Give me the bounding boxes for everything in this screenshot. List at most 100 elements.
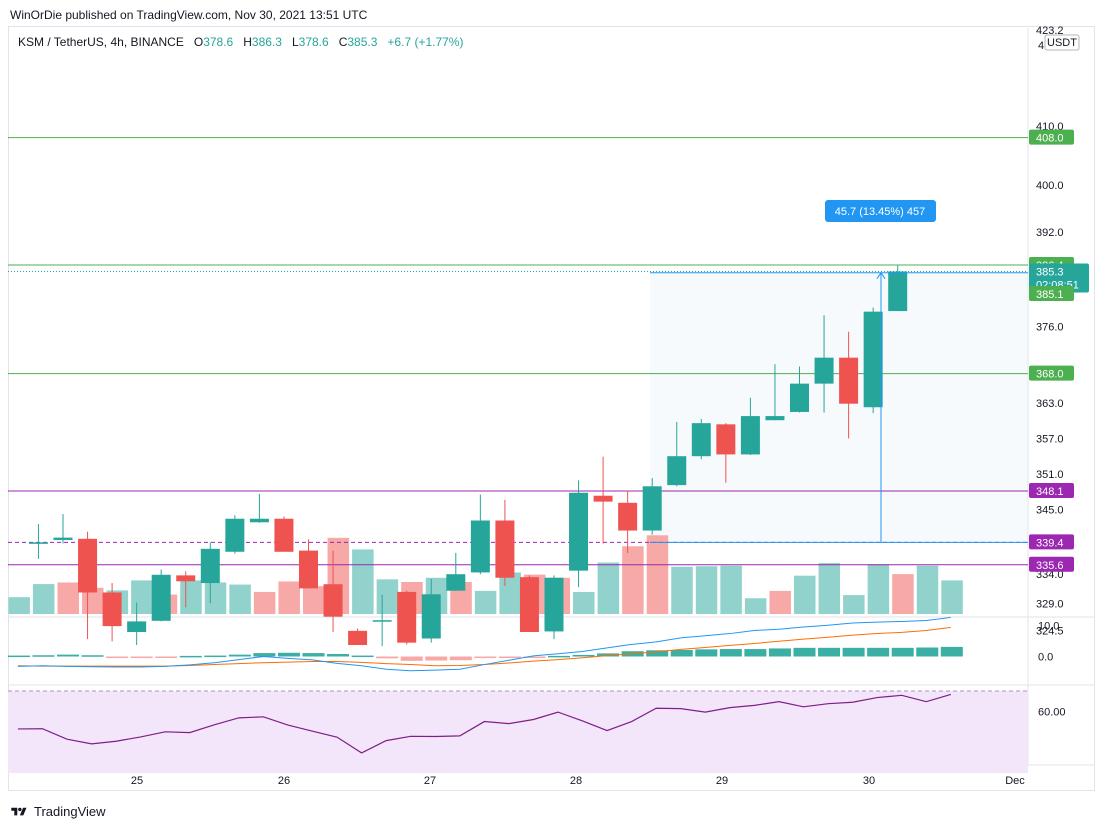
macd-histogram-bar (32, 655, 55, 657)
macd-histogram-bar (155, 656, 178, 658)
candle-body (151, 574, 171, 621)
macd-histogram-bar (695, 649, 718, 657)
measure-arrow-icon (876, 271, 886, 279)
candle-body (863, 311, 883, 408)
volume-bar (597, 562, 620, 614)
macd-histogram-bar (498, 656, 521, 658)
rsi-band (8, 691, 1028, 773)
volume-bar (671, 566, 693, 614)
macd-histogram-bar (57, 654, 79, 657)
macd-histogram-bar (106, 656, 129, 659)
volume-bar (180, 580, 202, 614)
volume-bar (843, 595, 865, 614)
volume-bar (720, 565, 742, 614)
candle-body (348, 630, 368, 645)
volume-bar (941, 580, 963, 614)
macd-histogram-bar (253, 653, 276, 657)
macd-histogram-bar (523, 656, 546, 658)
time-axis-label: 26 (278, 775, 290, 787)
candle-body (421, 594, 441, 639)
volume-bar (744, 598, 767, 614)
candle-body (569, 492, 589, 571)
level-price-tag-bg (1029, 483, 1074, 499)
macd-tick-label: 10.0 (1038, 621, 1059, 633)
level-price-tag: 368.0 (1036, 369, 1064, 381)
macd-tick-label: 0.0 (1038, 652, 1053, 664)
macd-histogram-bar (818, 647, 841, 657)
open-label: O (193, 35, 204, 49)
level-price-tag-bg (1029, 365, 1074, 381)
volume-bar (794, 575, 816, 614)
close-value: 385.3 (347, 35, 378, 49)
candle-body (765, 416, 785, 421)
candle-body (593, 495, 613, 502)
change-value: +6.7 (+1.77%) (387, 35, 464, 49)
macd-histogram-bar (842, 647, 865, 657)
volume-bar (204, 582, 227, 614)
candles-layer (28, 265, 908, 647)
candle-body (544, 577, 564, 632)
time-axis-label: 29 (716, 775, 728, 787)
price-tick-label: 334.0 (1036, 569, 1064, 581)
candle-body (446, 574, 466, 591)
level-price-tag: 348.1 (1036, 486, 1064, 498)
volume-bar (278, 581, 300, 614)
price-tags-layer: USDT408.0386.4368.0348.1339.4335.6385.30… (1029, 34, 1089, 572)
macd-layer (7, 616, 963, 672)
high-label: H (243, 35, 252, 49)
low-value: 378.6 (298, 35, 329, 49)
level-lines-layer (8, 137, 1028, 566)
rsi-layer (8, 690, 1028, 773)
measure-background (650, 272, 1028, 543)
macd-histogram-bar (719, 649, 742, 657)
tradingview-logo-icon (11, 807, 27, 815)
macd-histogram-bar (793, 647, 816, 657)
macd-histogram-bar (768, 648, 791, 657)
last-price-tag-bg (1029, 263, 1089, 293)
macd-histogram-bar (597, 653, 620, 657)
macd-histogram-bar (130, 656, 153, 659)
candle-body (618, 502, 638, 531)
candle-body (839, 357, 859, 404)
candle-body (888, 271, 908, 312)
level-price-tag-bg (1029, 129, 1074, 145)
close-label: C (338, 35, 348, 49)
macd-histogram-bar (867, 647, 890, 657)
measure-end-price-tag-bg (1029, 285, 1074, 301)
symbol-title: KSM / TetherUS, 4h, BINANCE (18, 35, 184, 49)
macd-signal-line (17, 626, 951, 667)
currency-badge: USDT (1047, 37, 1077, 49)
high-value: 386.3 (251, 35, 282, 49)
price-tick-label: 392.0 (1036, 227, 1064, 239)
candle-body (667, 456, 687, 486)
time-axis-label: 27 (424, 775, 436, 787)
price-tick-label: 329.0 (1036, 599, 1064, 611)
macd-histogram-bar (572, 654, 595, 657)
time-axis-label: 28 (570, 775, 582, 787)
candle-body (200, 548, 220, 584)
candle-body (790, 383, 809, 412)
footer-brand: TradingView (34, 804, 106, 819)
macd-line (17, 616, 951, 672)
measure-end-price-tag: 385.1 (1036, 289, 1064, 301)
price-tick-label: 345.0 (1036, 504, 1064, 516)
volume-bar (131, 580, 153, 614)
candle-body (495, 520, 515, 578)
axis-layer: 324.5 329.0 334.0 345.0 351.0 357.0 363.0 376.0… (131, 25, 1066, 787)
measure-layer: 45.7 (13.45%) 457 (650, 200, 1028, 543)
volume-bar (376, 579, 399, 614)
open-value: 378.6 (203, 35, 234, 49)
volume-bar (474, 590, 497, 614)
price-tick-partial: 4 (1038, 40, 1044, 52)
candle-body (102, 592, 122, 627)
rsi-line (17, 693, 951, 754)
rsi-tick-label: 60.00 (1038, 707, 1066, 719)
volume-bar (695, 566, 718, 614)
candle-body (519, 577, 539, 633)
macd-histogram-bar (646, 650, 669, 657)
volume-bar (32, 584, 55, 614)
volume-bar (229, 584, 251, 614)
price-tick-label: 357.0 (1036, 434, 1064, 446)
chart-frame (8, 26, 1095, 791)
